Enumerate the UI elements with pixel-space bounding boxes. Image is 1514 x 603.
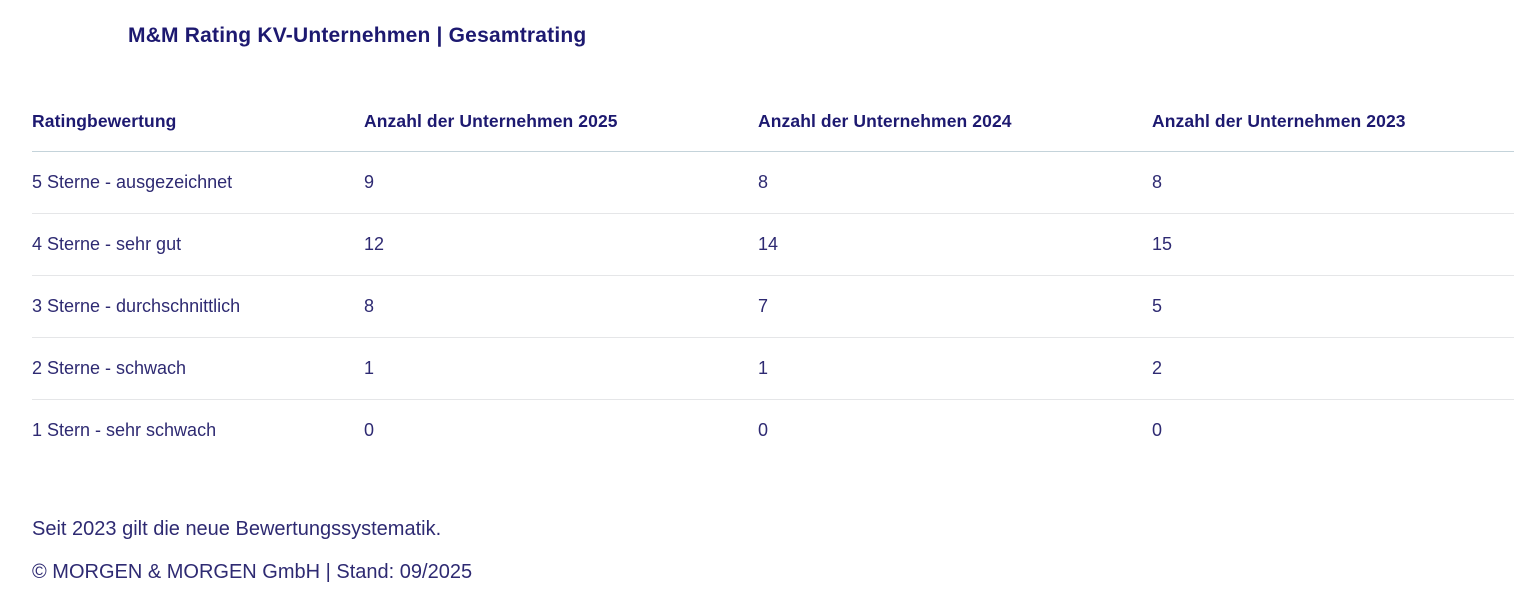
column-header-anzahl-2023: Anzahl der Unternehmen 2023: [1152, 112, 1514, 152]
copyright-text: © MORGEN & MORGEN GmbH | Stand: 09/2025: [32, 561, 473, 583]
count-2024: 7: [758, 275, 1152, 338]
rating-label: 2 Sterne - schwach: [32, 337, 364, 400]
count-2023: 8: [1152, 151, 1514, 214]
rating-label: 1 Stern - sehr schwach: [32, 420, 217, 440]
rating-label: 3 Sterne - durchschnittlich: [32, 275, 364, 338]
count-2025: 9: [364, 151, 758, 214]
column-header-ratingbewertung: Ratingbewertung: [32, 112, 364, 152]
count-2025: 0: [364, 420, 375, 440]
rating-label: 4 Sterne - sehr gut: [32, 213, 364, 276]
column-header-anzahl-2024: Anzahl der Unternehmen 2024: [758, 112, 1152, 152]
count-2023: 5: [1152, 275, 1514, 338]
count-2023: 2: [1152, 337, 1514, 400]
rating-table: Ratingbewertung Anzahl der Unternehmen 2…: [32, 112, 1514, 461]
count-2023: 0: [1152, 420, 1163, 440]
count-2024: 0: [758, 420, 769, 440]
table-row-1-stern: 1 Stern - sehr schwach 0 0 0: [32, 400, 1514, 462]
table-row-4-sterne: 4 Sterne - sehr gut 12 14 15: [32, 213, 1514, 276]
table-header-row: Ratingbewertung Anzahl der Unternehmen 2…: [32, 112, 1514, 152]
count-2025: 1: [364, 337, 758, 400]
count-2024: 1: [758, 337, 1152, 400]
count-2024: 8: [758, 151, 1152, 214]
table-row-3-sterne: 3 Sterne - durchschnittlich 8 7 5: [32, 275, 1514, 338]
page-title: M&M Rating KV-Unternehmen | Gesamtrating: [128, 24, 587, 47]
table-row-5-sterne: 5 Sterne - ausgezeichnet 9 8 8: [32, 151, 1514, 214]
count-2025: 12: [364, 213, 758, 276]
table-row-2-sterne: 2 Sterne - schwach 1 1 2: [32, 337, 1514, 400]
column-header-anzahl-2025: Anzahl der Unternehmen 2025: [364, 112, 758, 152]
rating-label: 5 Sterne - ausgezeichnet: [32, 151, 364, 214]
rating-table-page: M&M Rating KV-Unternehmen | Gesamtrating…: [0, 24, 1514, 603]
count-2024: 14: [758, 213, 1152, 276]
count-2023: 15: [1152, 213, 1514, 276]
count-2025: 8: [364, 275, 758, 338]
footnote-text: Seit 2023 gilt die neue Bewertungssystem…: [32, 518, 442, 540]
